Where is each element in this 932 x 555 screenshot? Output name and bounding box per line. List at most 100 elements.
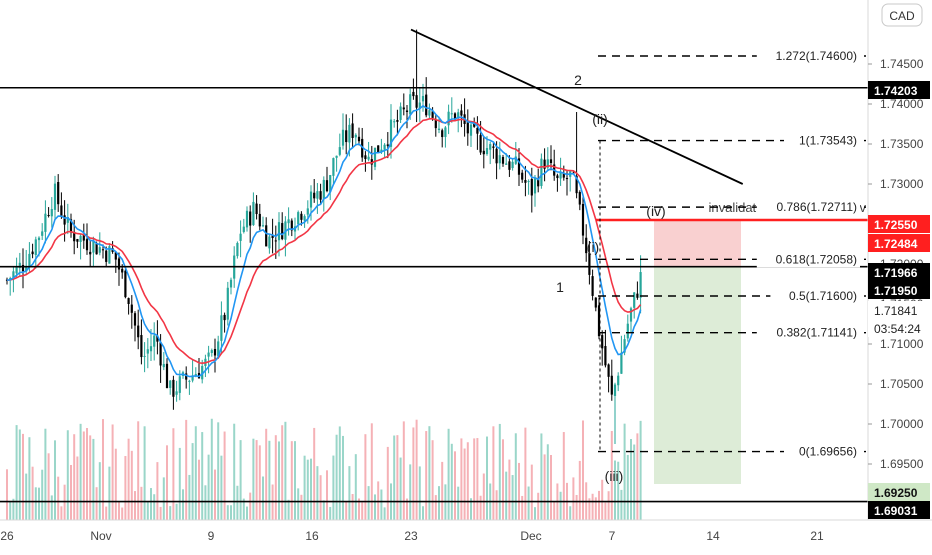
volume-bar (518, 462, 520, 520)
volume-bar (246, 506, 248, 520)
price-badge[interactable] (868, 281, 930, 299)
candle-body (396, 120, 399, 122)
volume-bar (169, 506, 172, 520)
currency-badge[interactable] (881, 3, 923, 27)
candle-body (325, 180, 329, 192)
price-badge[interactable] (868, 234, 930, 252)
volume-bar (262, 476, 264, 520)
candle-body (332, 158, 335, 176)
candle-body (242, 226, 245, 232)
trendline[interactable] (410, 28, 744, 185)
volume-bar (348, 466, 351, 520)
volume-bar (294, 441, 296, 520)
volume-bar (530, 464, 533, 520)
candle-body (428, 110, 431, 116)
volume-bar (562, 432, 565, 520)
volume-bar (166, 445, 168, 520)
candle-body (34, 239, 37, 255)
candle-body (581, 203, 585, 236)
price-badge[interactable] (868, 81, 930, 99)
candle-body (399, 106, 402, 120)
price-badge[interactable] (868, 301, 930, 319)
candle-body (469, 124, 473, 136)
candle-body (172, 379, 175, 397)
candle-body (316, 191, 319, 199)
candle-body (597, 305, 601, 337)
volume-bar (172, 428, 175, 520)
volume-bar (550, 455, 552, 520)
candle-body (322, 179, 325, 199)
volume-bar (121, 507, 124, 520)
candle-body (357, 136, 361, 142)
candle-body (57, 182, 60, 205)
take-profit-zone[interactable] (654, 266, 741, 484)
candle-body (447, 111, 450, 126)
candle-body (44, 213, 47, 232)
candle-body (290, 220, 293, 231)
ema-fast-line[interactable] (6, 104, 642, 378)
candle-body (540, 158, 543, 187)
candle-body (380, 149, 383, 152)
volume-bar (332, 455, 335, 520)
volume-bar (191, 443, 194, 520)
price-badge[interactable] (868, 319, 930, 337)
volume-bar (626, 454, 629, 520)
candle-body (303, 216, 306, 221)
volume-bar (146, 501, 149, 520)
fib-level-label: 0.786(1.72711) (776, 200, 857, 214)
price-badge[interactable] (868, 263, 930, 281)
candle-body (18, 262, 21, 269)
volume-bar (111, 424, 114, 520)
fib-level-label: 0(1.69656) (799, 445, 857, 459)
volume-bar (278, 441, 280, 520)
candle-body (546, 159, 549, 168)
volume-bar (28, 437, 31, 520)
price-badge[interactable] (868, 215, 930, 233)
volume-bar (306, 459, 309, 520)
candle-body (137, 325, 140, 338)
candle-body (98, 247, 101, 253)
volume-bar (594, 497, 597, 520)
price-badge[interactable] (868, 483, 930, 501)
candle-body (127, 298, 130, 304)
volume-bar (476, 438, 479, 520)
price-tick-label: 1.70000 (880, 417, 924, 431)
ema-slow-line[interactable] (6, 117, 642, 365)
candle-body (271, 235, 274, 239)
candle-body (604, 346, 607, 366)
fib-label-bg (756, 199, 860, 216)
volume-bar (431, 440, 434, 520)
volume-bar (514, 433, 517, 520)
candle-body (338, 147, 341, 155)
candle-body (591, 276, 594, 296)
volume-bar (399, 457, 402, 520)
time-axis-bg (0, 520, 932, 550)
candle-body (226, 287, 229, 320)
volume-bar (204, 485, 207, 520)
candle-body (402, 107, 405, 110)
candle-body (95, 243, 98, 255)
candle-body (485, 148, 489, 155)
candle-body (601, 335, 604, 349)
candle-body (578, 191, 581, 205)
candle-body (505, 163, 508, 165)
candle-body (31, 251, 34, 255)
volume-bar (540, 433, 543, 520)
volume-bar (364, 434, 367, 520)
candle-body (559, 172, 562, 179)
volume-bar (38, 487, 40, 520)
price-tick-label: 1.74500 (880, 57, 924, 71)
candle-body (207, 352, 210, 357)
candle-body (511, 161, 514, 169)
volume-bar (434, 495, 437, 520)
candle-body (50, 209, 53, 217)
price-tick-label: 1.73000 (880, 177, 924, 191)
candle-body (12, 271, 15, 279)
price-badge[interactable] (868, 501, 930, 519)
currency-label: CAD (889, 9, 915, 23)
volume-bar (470, 498, 472, 520)
volume-bar (502, 439, 504, 520)
price-badge-label: 1.71966 (874, 266, 918, 280)
